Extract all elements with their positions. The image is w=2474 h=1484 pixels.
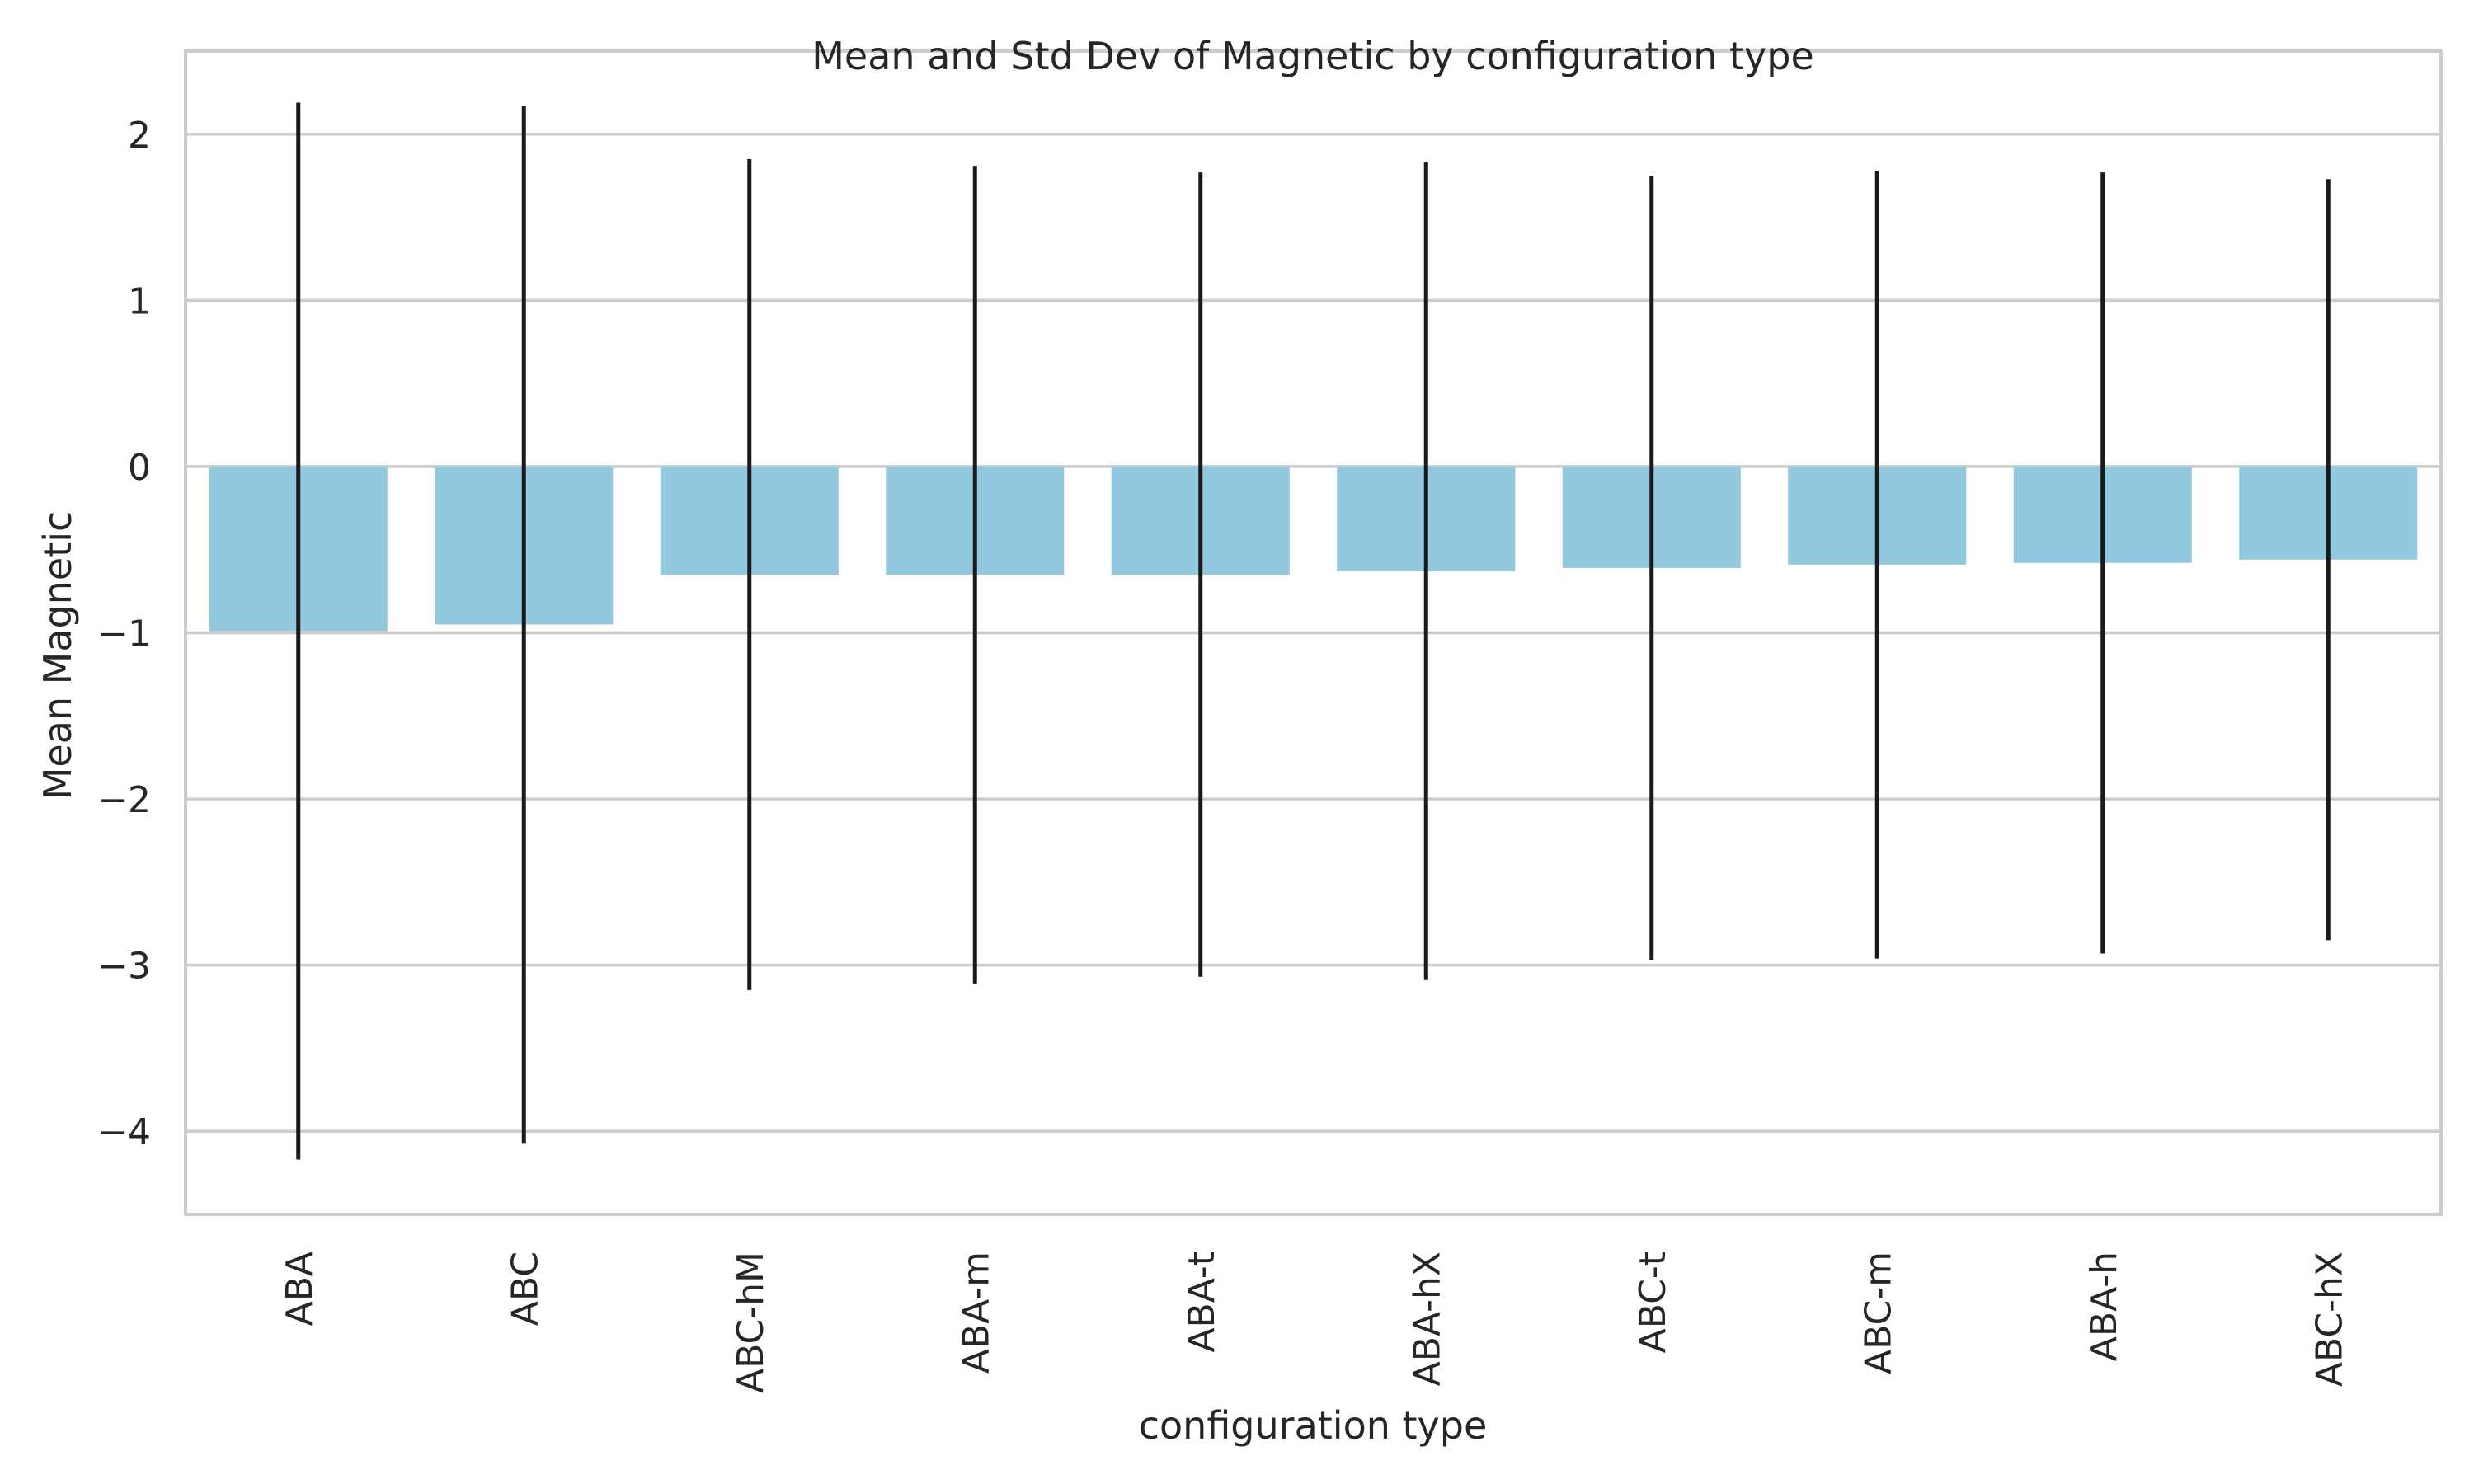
y-tick-label: −3 — [97, 946, 151, 988]
error-bars — [296, 102, 2331, 1160]
y-tick-label: 1 — [128, 280, 151, 322]
x-tick-label: ABC-t — [1632, 1252, 1674, 1353]
x-tick-label: ABA-m — [955, 1252, 997, 1374]
y-axis-label: Mean Magnetic — [35, 511, 80, 801]
x-tick-label: ABA-hX — [1406, 1252, 1448, 1386]
axes-frame — [184, 49, 2443, 1216]
y-tick-label: 2 — [128, 115, 151, 157]
chart-title: Mean and Std Dev of Magnetic by configur… — [811, 34, 1814, 78]
x-tick-label: ABC-m — [1857, 1252, 1899, 1374]
y-tick-label: −2 — [97, 779, 151, 821]
x-tick-label: ABC-hM — [730, 1252, 772, 1393]
x-tick-label: ABA-h — [2083, 1252, 2125, 1361]
x-axis-label: configuration type — [1139, 1403, 1488, 1448]
x-tick-label: ABA-t — [1181, 1252, 1223, 1353]
y-tick-label: 0 — [128, 447, 151, 489]
x-tick-labels: ABA ABC ABC-hM ABA-m ABA-t ABA-hX ABC-t ABC-m AB… — [279, 1252, 2351, 1393]
x-tick-label: ABC — [504, 1252, 546, 1326]
x-tick-label: ABC-hX — [2308, 1252, 2350, 1387]
y-tick-label: −1 — [97, 613, 151, 655]
x-tick-label: ABA — [279, 1252, 321, 1326]
y-tick-label: −4 — [97, 1111, 151, 1153]
y-tick-labels: 2 1 0 −1 −2 −3 −4 — [97, 115, 151, 1153]
